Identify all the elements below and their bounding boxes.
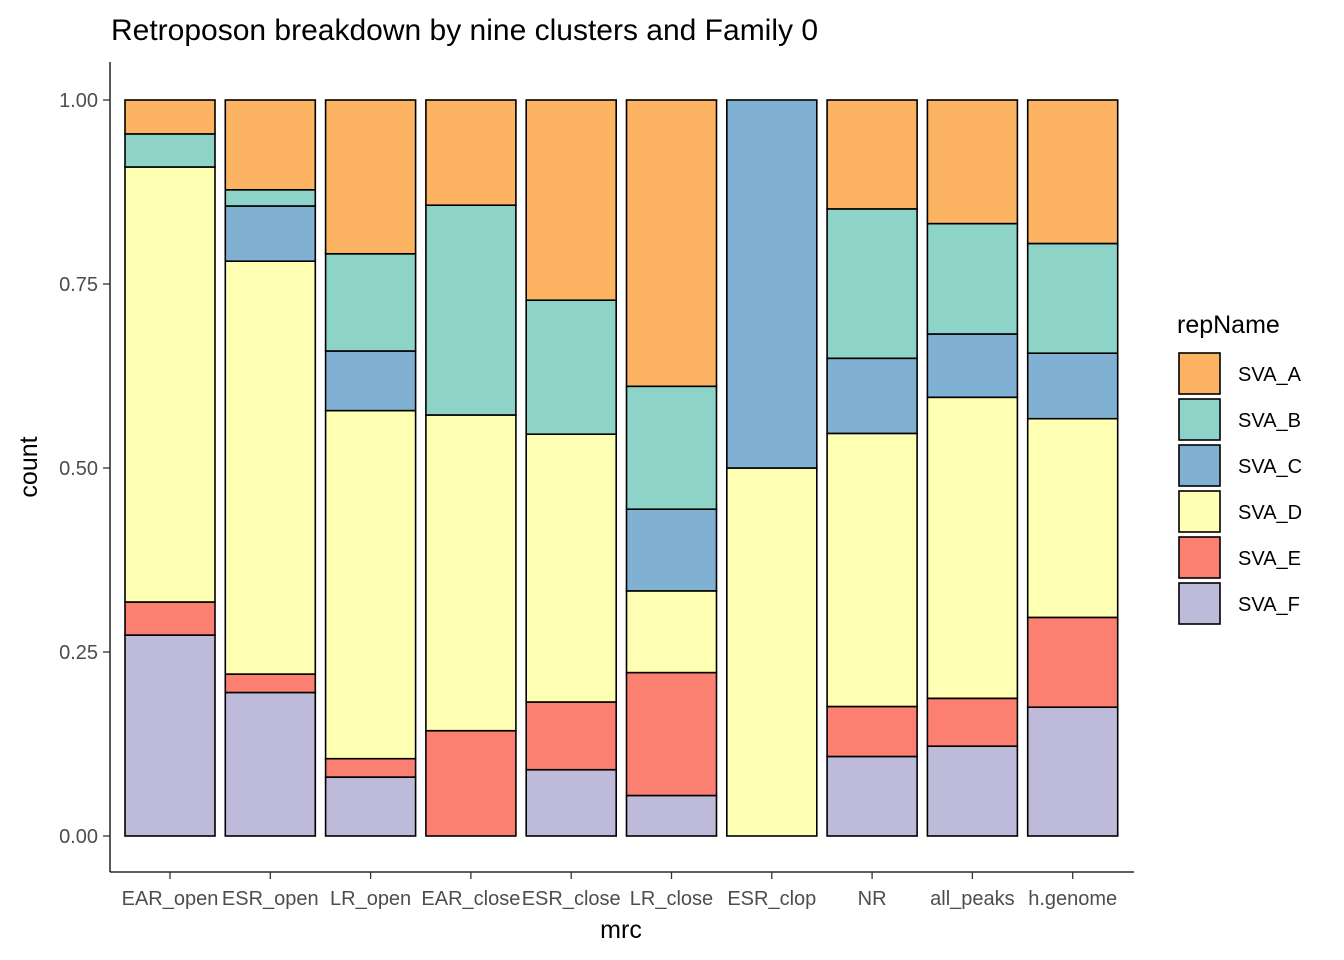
- bar-segment-LR_open-SVA_F: [324, 776, 417, 837]
- bar-segment-NR-SVA_D: [826, 432, 918, 708]
- bar-segment-LR_close-SVA_F: [625, 794, 718, 837]
- bar-segment-all_peaks-SVA_D: [926, 396, 1019, 700]
- x-tick-label-EAR_close: EAR_close: [421, 888, 520, 910]
- x-tick-label-NR: NR: [858, 888, 887, 910]
- bar-segment-LR_close-SVA_A: [625, 99, 718, 388]
- x-axis-title: mrc: [600, 916, 642, 944]
- bar-segment-NR-SVA_C: [826, 357, 918, 435]
- x-tick-label-all_peaks: all_peaks: [930, 888, 1015, 910]
- bar-segment-ESR_open-SVA_C: [224, 205, 317, 263]
- bar-segment-all_peaks-SVA_F: [926, 745, 1019, 837]
- y-tick-label: 0.00: [59, 826, 98, 848]
- bar-segment-NR-SVA_B: [826, 208, 918, 360]
- bar-segment-LR_close-SVA_D: [625, 590, 718, 674]
- legend-key-SVA_E: [1178, 536, 1221, 579]
- bars-group: [124, 99, 1119, 837]
- bar-segment-h.genome-SVA_E: [1026, 616, 1119, 709]
- x-axis-ticks: EAR_open ESR_open LR_open EAR_close ESR_clos…: [122, 872, 1117, 910]
- x-tick-label-LR_close: LR_close: [630, 888, 713, 910]
- x-tick-label-ESR_clop: ESR_clop: [727, 888, 816, 910]
- y-tick-label: 0.50: [59, 458, 98, 480]
- legend-label-SVA_B: SVA_B: [1238, 410, 1301, 432]
- x-tick-label-LR_open: LR_open: [330, 888, 411, 910]
- bar-segment-ESR_close-SVA_A: [525, 99, 618, 301]
- legend-label-SVA_D: SVA_D: [1238, 502, 1302, 524]
- legend-key-SVA_D: [1178, 490, 1221, 533]
- y-tick-label: 1.00: [59, 90, 98, 112]
- bar-segment-LR_open-SVA_E: [324, 757, 417, 778]
- bar-segment-EAR_close-SVA_E: [425, 729, 517, 837]
- bar-segment-EAR_close-SVA_D: [425, 414, 517, 732]
- y-axis-ticks: 0.00 0.25 0.50 0.75 1.00: [59, 90, 110, 848]
- bar-segment-LR_open-SVA_D: [324, 409, 417, 760]
- bar-segment-EAR_open-SVA_E: [124, 601, 216, 636]
- bar-segment-ESR_open-SVA_A: [224, 99, 317, 191]
- y-tick-label: 0.25: [59, 642, 98, 664]
- bar-segment-ESR_close-SVA_F: [525, 768, 618, 837]
- bar-segment-EAR_open-SVA_A: [124, 99, 216, 135]
- bar-segment-ESR_clop-SVA_D: [725, 467, 818, 837]
- bar-segment-ESR_close-SVA_B: [525, 299, 618, 436]
- bar-segment-LR_close-SVA_B: [625, 385, 718, 510]
- bar-segment-LR_open-SVA_C: [324, 350, 417, 412]
- y-tick-label: 0.75: [59, 274, 98, 296]
- bar-segment-EAR_open-SVA_D: [124, 166, 216, 603]
- x-tick-label-ESR_close: ESR_close: [522, 888, 621, 910]
- bar-segment-EAR_open-SVA_F: [124, 634, 216, 837]
- legend-key-SVA_F: [1178, 582, 1221, 625]
- bar-segment-EAR_open-SVA_B: [124, 133, 216, 168]
- bar-segment-h.genome-SVA_A: [1026, 99, 1119, 245]
- bar-segment-NR-SVA_E: [826, 705, 918, 758]
- legend: repName SVA_A SVA_B SVA_C SVA_D SVA_E SVA_F: [1177, 311, 1302, 625]
- bar-segment-LR_close-SVA_C: [625, 508, 718, 592]
- x-tick-label-EAR_open: EAR_open: [122, 888, 219, 910]
- bar-segment-LR_open-SVA_A: [324, 99, 417, 255]
- bar-segment-h.genome-SVA_B: [1026, 242, 1119, 354]
- legend-title: repName: [1177, 311, 1280, 339]
- legend-label-SVA_A: SVA_A: [1238, 364, 1302, 386]
- bar-segment-all_peaks-SVA_B: [926, 222, 1019, 335]
- bar-segment-all_peaks-SVA_C: [926, 333, 1019, 399]
- bar-segment-h.genome-SVA_C: [1026, 352, 1119, 420]
- bar-segment-NR-SVA_F: [826, 755, 918, 837]
- y-axis-title: count: [15, 436, 43, 497]
- bar-segment-EAR_close-SVA_A: [425, 99, 517, 206]
- legend-label-SVA_C: SVA_C: [1238, 456, 1302, 478]
- bar-segment-ESR_open-SVA_D: [224, 260, 317, 675]
- bar-segment-NR-SVA_A: [826, 99, 918, 210]
- bar-segment-EAR_close-SVA_B: [425, 204, 517, 416]
- bar-segment-ESR_close-SVA_D: [525, 433, 618, 703]
- chart-title: Retroposon breakdown by nine clusters an…: [111, 14, 818, 47]
- bar-segment-ESR_clop-SVA_C: [725, 99, 818, 469]
- legend-key-SVA_A: [1178, 352, 1221, 395]
- x-tick-label-h.genome: h.genome: [1028, 888, 1117, 910]
- legend-label-SVA_F: SVA_F: [1238, 594, 1300, 616]
- legend-key-SVA_C: [1178, 444, 1221, 487]
- bar-segment-ESR_open-SVA_F: [224, 691, 317, 837]
- bar-segment-all_peaks-SVA_E: [926, 697, 1019, 748]
- bar-segment-h.genome-SVA_D: [1026, 417, 1119, 619]
- bar-segment-ESR_open-SVA_E: [224, 673, 317, 694]
- bar-segment-ESR_open-SVA_B: [224, 189, 317, 207]
- bar-segment-h.genome-SVA_F: [1026, 706, 1119, 837]
- bar-segment-LR_open-SVA_B: [324, 253, 417, 352]
- legend-key-SVA_B: [1178, 398, 1221, 441]
- legend-label-SVA_E: SVA_E: [1238, 548, 1301, 570]
- bar-segment-all_peaks-SVA_A: [926, 99, 1019, 225]
- bar-segment-LR_close-SVA_E: [625, 671, 718, 797]
- x-tick-label-ESR_open: ESR_open: [222, 888, 319, 910]
- bar-segment-ESR_close-SVA_E: [525, 701, 618, 771]
